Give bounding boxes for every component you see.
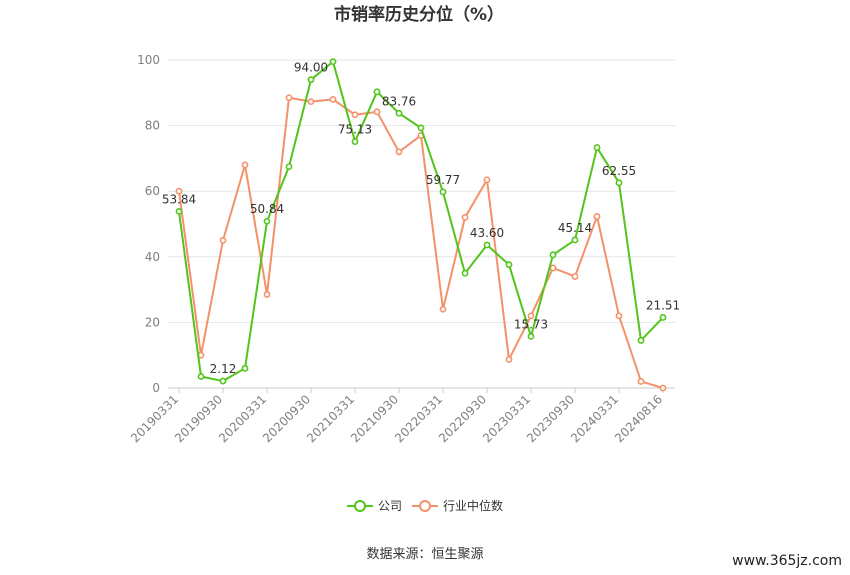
series-1-point-7 — [329, 95, 337, 103]
data-label-14: 43.60 — [470, 226, 504, 240]
series-0-point-20 — [615, 179, 623, 187]
series-0-point-0 — [175, 208, 183, 215]
legend-item-company[interactable]: 公司 — [347, 499, 402, 513]
series-1-point-18 — [571, 273, 579, 280]
series-0-point-15 — [505, 261, 513, 269]
x-axis: 2019033120190930202003312020093020210331… — [128, 388, 665, 445]
series-1-point-0 — [175, 187, 183, 195]
series-0-point-10 — [395, 109, 403, 117]
y-tick-label-80: 80 — [145, 119, 160, 133]
series-0-point-1 — [197, 373, 205, 380]
series-0-point-14 — [483, 241, 491, 249]
series-0-point-18 — [571, 236, 579, 244]
series-1-point-3 — [241, 161, 249, 169]
series-line-1 — [178, 96, 664, 389]
data-source: 数据来源：恒生聚源 — [366, 547, 483, 562]
series-1-point-14 — [483, 176, 491, 184]
data-label-4: 50.84 — [250, 202, 284, 216]
chart-title: 市销率历史分位（%） — [334, 4, 504, 25]
series-1-point-21 — [637, 378, 645, 385]
data-label-20: 62.55 — [602, 164, 636, 178]
data-label-12: 59.77 — [426, 173, 460, 187]
data-label-8: 75.13 — [338, 123, 372, 137]
series-0-point-8 — [351, 138, 359, 145]
y-tick-label-20: 20 — [145, 315, 160, 329]
x-tick-label-11: 20240816 — [612, 392, 665, 445]
data-label-22: 21.51 — [646, 298, 680, 312]
series-1-point-15 — [505, 356, 513, 363]
data-label-18: 45.14 — [558, 221, 592, 235]
series-1-point-19 — [593, 213, 601, 220]
data-label-10: 83.76 — [382, 94, 416, 108]
series-0-point-16 — [527, 333, 535, 340]
y-tick-label-100: 100 — [137, 53, 160, 67]
series-0-point-2 — [219, 377, 227, 385]
series-0-point-6 — [307, 76, 315, 84]
series-0-point-5 — [285, 163, 293, 170]
plot-area — [175, 58, 667, 392]
series-1-point-10 — [395, 148, 403, 156]
y-tick-label-60: 60 — [145, 184, 160, 198]
series-1-point-5 — [285, 94, 293, 102]
data-label-2: 2.12 — [210, 362, 237, 376]
series-0-point-9 — [373, 88, 381, 96]
series-1-point-9 — [373, 108, 381, 116]
series-1-point-17 — [549, 264, 557, 272]
data-label-0: 53.84 — [162, 192, 196, 206]
legend-company-label: 公司 — [378, 499, 402, 513]
data-label-16: 15.73 — [514, 317, 548, 331]
series-0-point-12 — [439, 188, 447, 196]
legend[interactable]: 公司 行业中位数 — [347, 498, 503, 513]
series-1-point-6 — [307, 98, 315, 106]
series-0-point-22 — [659, 314, 667, 321]
series-1-point-8 — [351, 111, 359, 119]
series-1-point-22 — [659, 384, 667, 392]
series-1-point-4 — [263, 291, 271, 298]
series-1-point-12 — [439, 305, 447, 313]
series-0-point-3 — [241, 364, 249, 372]
series-1-point-16 — [527, 312, 535, 320]
series-0-point-13 — [461, 269, 469, 277]
legend-industry-marker — [419, 500, 431, 512]
legend-industry-label: 行业中位数 — [443, 498, 503, 513]
data-label-6: 94.00 — [294, 61, 328, 75]
legend-company-marker — [354, 500, 366, 512]
data-labels: 53.84 2.12 50.84 94.00 75.13 83.76 59.77 43.60 1… — [162, 61, 680, 376]
series-0-point-4 — [263, 217, 271, 225]
series-1-point-20 — [615, 312, 623, 320]
y-tick-label-0: 0 — [152, 381, 160, 395]
watermark: www.365jz.com — [732, 553, 842, 569]
y-tick-label-40: 40 — [145, 250, 160, 264]
grid: 0 20 40 60 80 100 — [137, 53, 675, 395]
series-0-point-7 — [329, 58, 337, 66]
series-0-point-11 — [417, 124, 425, 132]
series-0-point-17 — [549, 251, 557, 259]
series-1-point-2 — [219, 236, 227, 244]
series-0-point-21 — [637, 337, 645, 344]
series-0-point-19 — [593, 144, 601, 151]
series-1-point-13 — [461, 214, 469, 221]
legend-item-industry[interactable]: 行业中位数 — [412, 498, 503, 513]
